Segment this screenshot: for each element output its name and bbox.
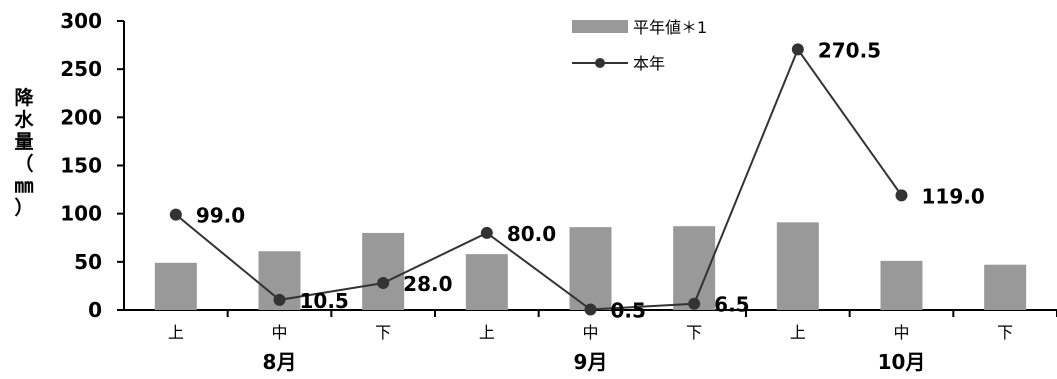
legend: 平年値＊1 本年 (572, 18, 707, 73)
y-axis-label-char: （ (14, 152, 33, 175)
y-tick-label: 100 (60, 202, 102, 226)
x-tick-labels: 上中下上中下上中下 (168, 323, 1013, 342)
x-tick-label: 上 (479, 323, 495, 342)
y-tick-label: 50 (74, 250, 102, 274)
current-year-point-5 (688, 297, 701, 310)
data-label-2: 28.0 (403, 272, 452, 296)
data-label-6: 270.5 (818, 38, 881, 62)
x-tick-label: 上 (790, 323, 806, 342)
y-axis-label-char: 降 (14, 86, 34, 109)
x-tick-label: 下 (375, 323, 391, 342)
legend-bar-swatch (572, 20, 628, 33)
y-axis-label-char: 量 (14, 131, 33, 153)
data-label-3: 80.0 (507, 222, 556, 246)
current-year-polyline (175, 47, 903, 311)
legend-line-marker (595, 58, 605, 68)
data-label-7: 119.0 (922, 184, 985, 208)
legend-normal-label: 平年値＊1 (633, 18, 707, 37)
y-tick-label: 0 (88, 298, 102, 322)
bar-normal-3 (465, 254, 508, 310)
bar-normal-0 (154, 262, 197, 310)
current-year-point-6 (791, 43, 804, 56)
current-year-line: 99.0 10.5 28.0 80.0 0.5 6.5 270.5 119.0 (169, 38, 985, 323)
data-label-5: 6.5 (714, 293, 749, 317)
legend-current-label: 本年 (633, 54, 665, 73)
month-labels: 8月 9月 10月 (263, 350, 926, 374)
y-tick-label: 250 (60, 57, 102, 81)
y-axis-label-char: ㎜ (14, 175, 33, 197)
x-tick-label: 中 (582, 323, 598, 342)
data-label-1: 10.5 (300, 289, 349, 313)
y-tick-label: 200 (60, 105, 102, 129)
month-label: 8月 (263, 350, 297, 374)
x-tick-label: 上 (168, 323, 184, 342)
bar-normal-8 (984, 264, 1027, 310)
bar-normal-6 (776, 222, 819, 310)
month-label: 9月 (574, 350, 608, 374)
current-year-point-4 (584, 303, 597, 316)
normal-bars (154, 222, 1027, 310)
bar-normal-4 (569, 227, 612, 310)
data-label-4: 0.5 (611, 299, 646, 323)
x-tick-label: 中 (893, 323, 909, 342)
x-tick-label: 下 (686, 323, 702, 342)
bar-normal-2 (362, 232, 405, 310)
y-tick-label: 150 (60, 154, 102, 178)
current-year-point-3 (480, 226, 493, 239)
current-year-point-7 (895, 189, 908, 202)
y-tick-labels: 0 50 100 150 200 250 300 (60, 9, 102, 322)
y-axis-label-char: ） (14, 196, 33, 219)
x-tick-label: 下 (997, 323, 1013, 342)
bar-normal-7 (880, 260, 923, 310)
y-axis-label: 降水量（㎜） (14, 86, 34, 219)
y-axis-label-char: 水 (14, 109, 34, 131)
data-label-0: 99.0 (196, 204, 245, 228)
current-year-point-2 (377, 277, 390, 290)
current-year-point-1 (273, 293, 286, 306)
month-label: 10月 (878, 350, 926, 374)
x-tick-label: 中 (271, 323, 287, 342)
current-year-point-0 (169, 208, 182, 221)
y-tick-label: 300 (60, 9, 102, 33)
